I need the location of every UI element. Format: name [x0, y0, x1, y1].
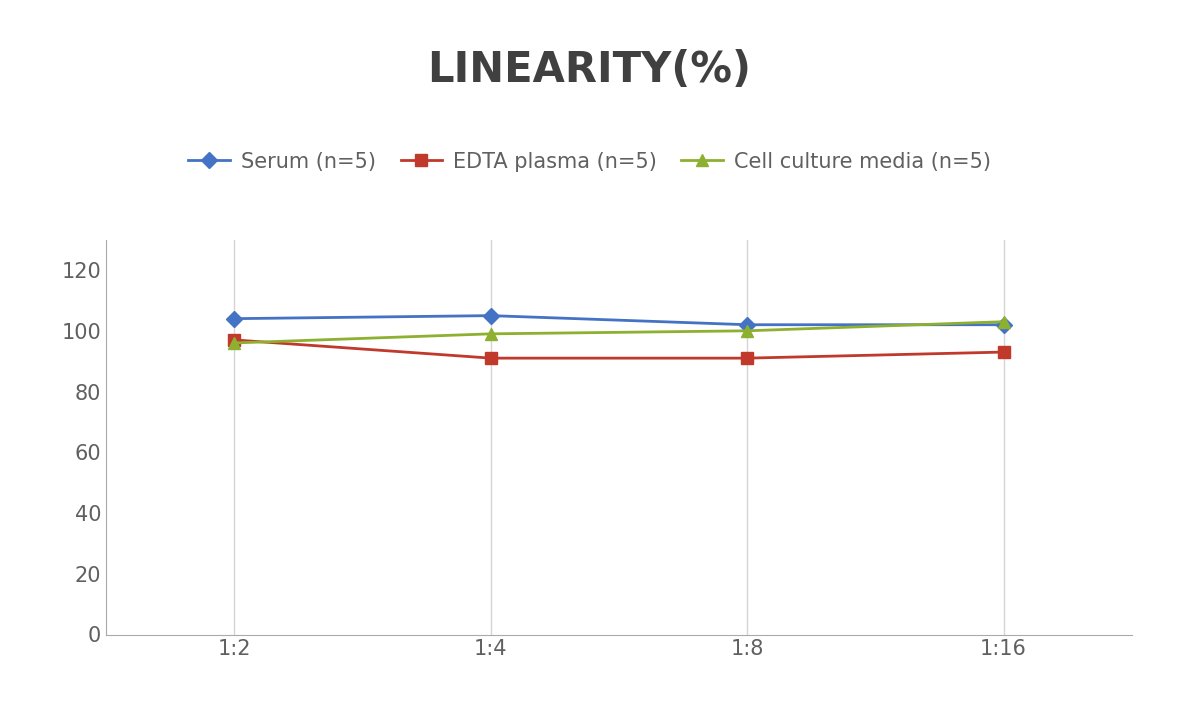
Line: Serum (n=5): Serum (n=5)	[229, 310, 1009, 330]
EDTA plasma (n=5)	[740, 354, 755, 362]
Line: Cell culture media (n=5): Cell culture media (n=5)	[229, 316, 1009, 348]
Cell culture media (n=5)	[740, 326, 755, 335]
Cell culture media (n=5)	[483, 330, 498, 338]
Cell culture media (n=5)	[228, 338, 242, 347]
EDTA plasma (n=5)	[483, 354, 498, 362]
Serum (n=5)	[483, 312, 498, 320]
Line: EDTA plasma (n=5): EDTA plasma (n=5)	[229, 334, 1009, 364]
Serum (n=5)	[228, 314, 242, 323]
Cell culture media (n=5)	[996, 317, 1010, 326]
EDTA plasma (n=5)	[996, 348, 1010, 356]
Serum (n=5)	[996, 321, 1010, 329]
Serum (n=5)	[740, 321, 755, 329]
EDTA plasma (n=5)	[228, 336, 242, 344]
Legend: Serum (n=5), EDTA plasma (n=5), Cell culture media (n=5): Serum (n=5), EDTA plasma (n=5), Cell cul…	[189, 152, 990, 172]
Text: LINEARITY(%): LINEARITY(%)	[428, 49, 751, 92]
